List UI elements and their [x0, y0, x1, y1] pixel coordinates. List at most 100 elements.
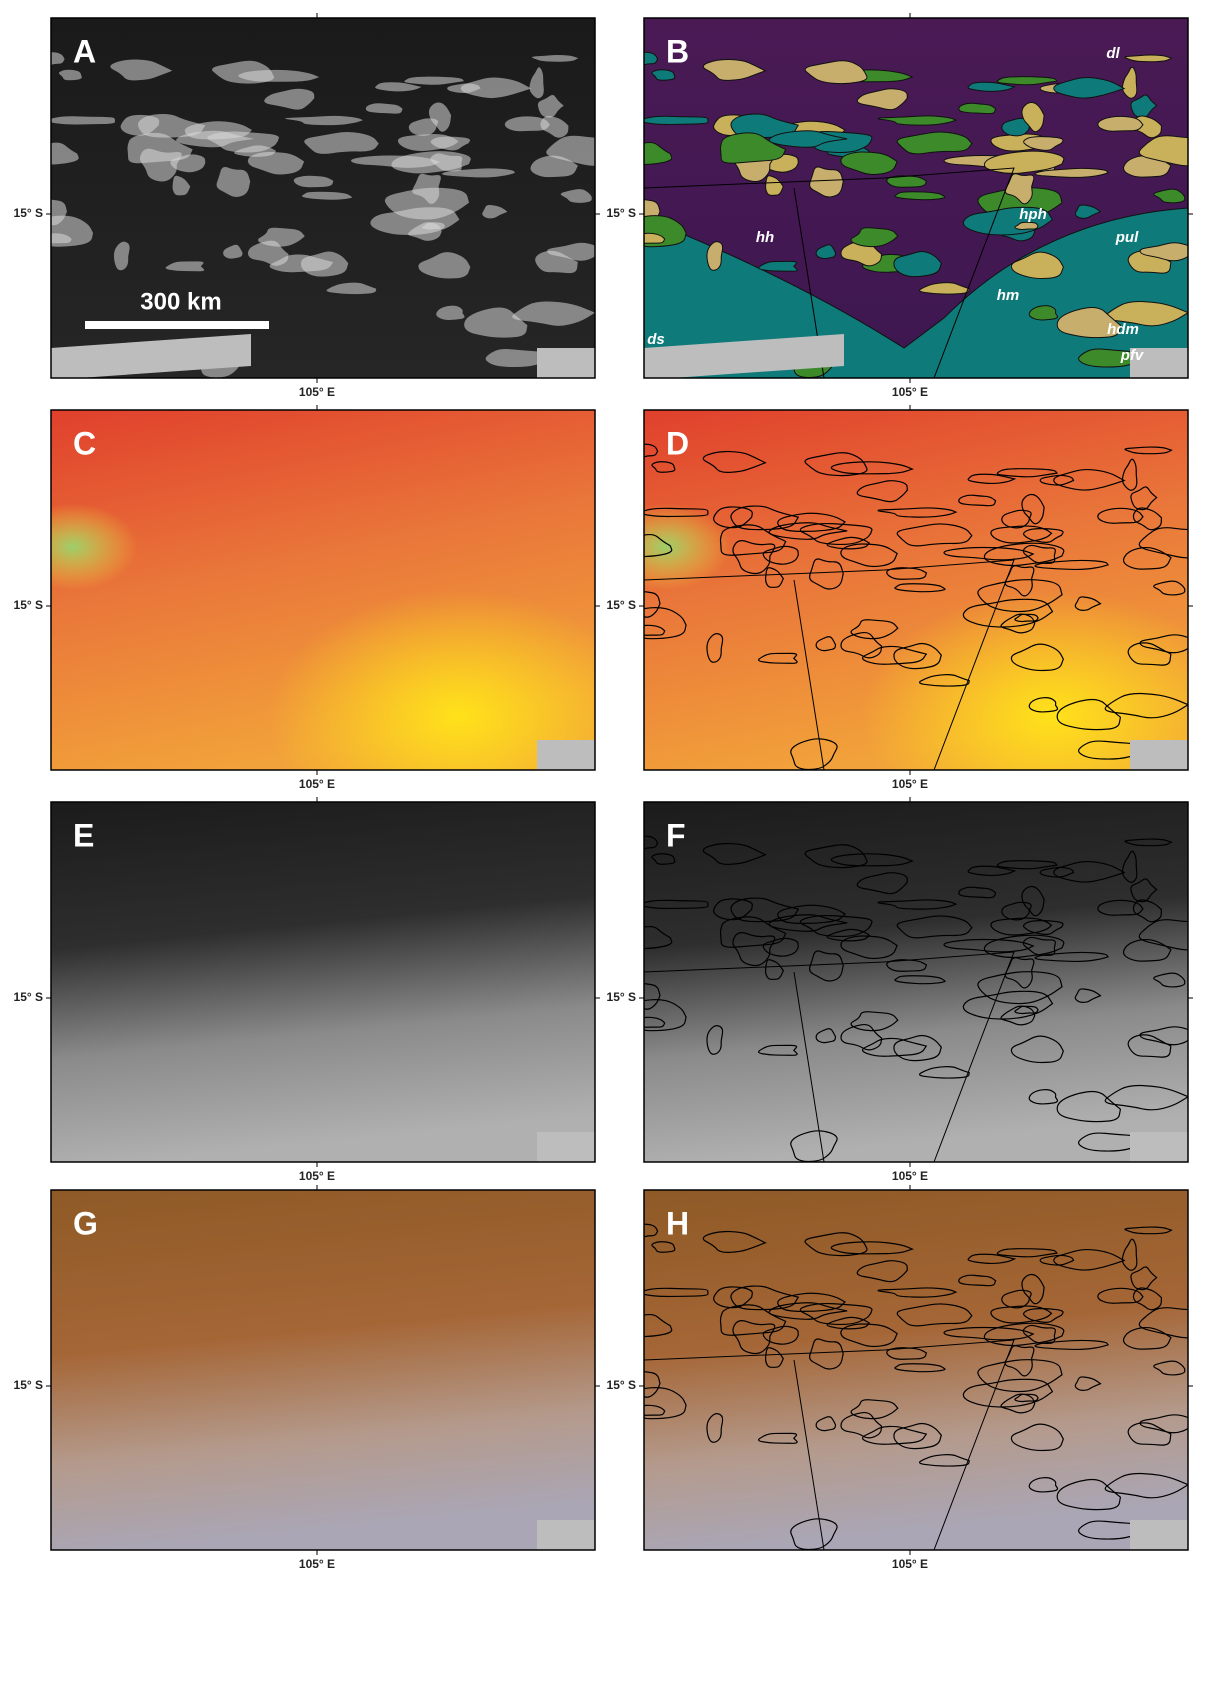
unit-contour — [850, 619, 899, 640]
geologic-unit — [967, 81, 1016, 92]
unit-contour — [706, 1025, 724, 1055]
latitude-label: 15° S — [14, 206, 43, 220]
bright-terrain — [430, 136, 471, 151]
unit-contour — [762, 937, 799, 957]
map-frame — [643, 1189, 1189, 1551]
map-panel — [644, 1190, 1188, 1550]
scale-bar — [85, 321, 269, 329]
bright-terrain — [172, 175, 191, 196]
geologic-unit — [894, 191, 946, 201]
panel-letter: F — [666, 817, 686, 853]
geologic-unit — [893, 250, 942, 278]
map-frame — [643, 17, 1189, 379]
unit-label: ds — [647, 331, 665, 348]
unit-contour — [651, 461, 676, 473]
geologic-unit — [651, 69, 676, 81]
unit-contour — [1138, 1307, 1188, 1339]
latitude-label: 15° S — [14, 598, 43, 612]
unit-contour — [1097, 1287, 1144, 1304]
bright-terrain — [300, 251, 349, 277]
map-background — [51, 802, 595, 1162]
unit-contour — [990, 917, 1053, 936]
bright-terrain — [285, 115, 363, 126]
unit-contour — [996, 860, 1059, 870]
unit-contour — [1130, 486, 1158, 511]
unit-contour — [943, 938, 1035, 953]
unit-contour — [962, 1378, 1054, 1408]
unit-contour — [1001, 901, 1032, 921]
geologic-unit — [1056, 306, 1121, 339]
unit-contour — [1014, 1393, 1039, 1403]
unit-contour — [840, 935, 898, 960]
unit-contour — [1130, 1266, 1158, 1291]
unit-contour — [1127, 642, 1172, 666]
unit-contour — [894, 975, 946, 985]
no-data — [644, 334, 844, 378]
unit-contour — [644, 1387, 687, 1420]
unit-contour — [826, 928, 870, 942]
geologic-unit — [1014, 221, 1039, 230]
unit-contour — [804, 844, 868, 869]
unit-contour — [1000, 613, 1036, 634]
unit-contour — [896, 1303, 973, 1327]
bright-terrain — [375, 82, 422, 92]
unit-contour — [1021, 493, 1045, 525]
geologic-unit — [1097, 115, 1144, 132]
unit-contour — [804, 1232, 868, 1257]
unit-contour — [830, 461, 914, 475]
no-data — [1130, 1520, 1188, 1550]
bright-terrain — [176, 130, 255, 148]
no-data — [1130, 348, 1188, 378]
unit-contour — [1000, 1393, 1036, 1414]
panel-letter: B — [666, 33, 689, 69]
longitude-label: 105° E — [892, 1557, 928, 1571]
unit-contour — [967, 1253, 1017, 1265]
no-data — [1130, 1132, 1188, 1162]
unit-contour — [644, 1404, 666, 1416]
unit-contour — [804, 452, 868, 477]
unit-contour — [706, 1413, 724, 1443]
bright-terrain — [51, 116, 115, 125]
panel-letter: D — [666, 425, 689, 461]
unit-contour — [1074, 988, 1102, 1003]
map-frame — [50, 801, 596, 1163]
geologic-unit — [702, 59, 767, 81]
unit-contour — [644, 607, 687, 640]
bright-terrain — [51, 233, 72, 244]
unit-contour — [983, 934, 1065, 959]
unit-contour — [1074, 1376, 1102, 1391]
geologic-unit — [1023, 136, 1064, 151]
unit-contour — [877, 899, 958, 910]
bright-terrain — [51, 142, 79, 165]
map-panel — [51, 802, 595, 1162]
unit-contour — [893, 1422, 942, 1450]
unit-contour — [1122, 1326, 1172, 1350]
bright-terrain — [137, 114, 206, 138]
unit-label: hph — [1019, 206, 1047, 223]
map-background — [644, 410, 1188, 770]
unit-contour — [840, 1023, 883, 1051]
bright-terrain — [127, 132, 193, 164]
unit-contour — [830, 1241, 914, 1255]
scale-bar-label: 300 km — [140, 288, 221, 315]
bright-terrain — [464, 307, 528, 338]
unit-contour — [644, 899, 709, 910]
unit-contour — [713, 506, 753, 529]
unit-contour — [1124, 838, 1173, 847]
unit-contour — [1097, 507, 1144, 524]
unit-contour — [896, 523, 973, 547]
geologic-unit — [815, 244, 837, 260]
longitude-label: 105° E — [892, 777, 928, 791]
unit-contour — [861, 1425, 928, 1445]
map-panel — [644, 410, 1188, 770]
bright-terrain — [436, 305, 465, 320]
panel-letter: G — [73, 1205, 98, 1241]
geologic-unit — [996, 76, 1058, 86]
bright-terrain — [531, 55, 579, 62]
map-panel — [51, 18, 595, 378]
unit-contour — [1056, 1478, 1122, 1511]
geologic-unit — [758, 260, 798, 272]
unit-label: hh — [756, 229, 774, 246]
latitude-label: 15° S — [607, 990, 636, 1004]
unit-contour — [983, 542, 1065, 567]
